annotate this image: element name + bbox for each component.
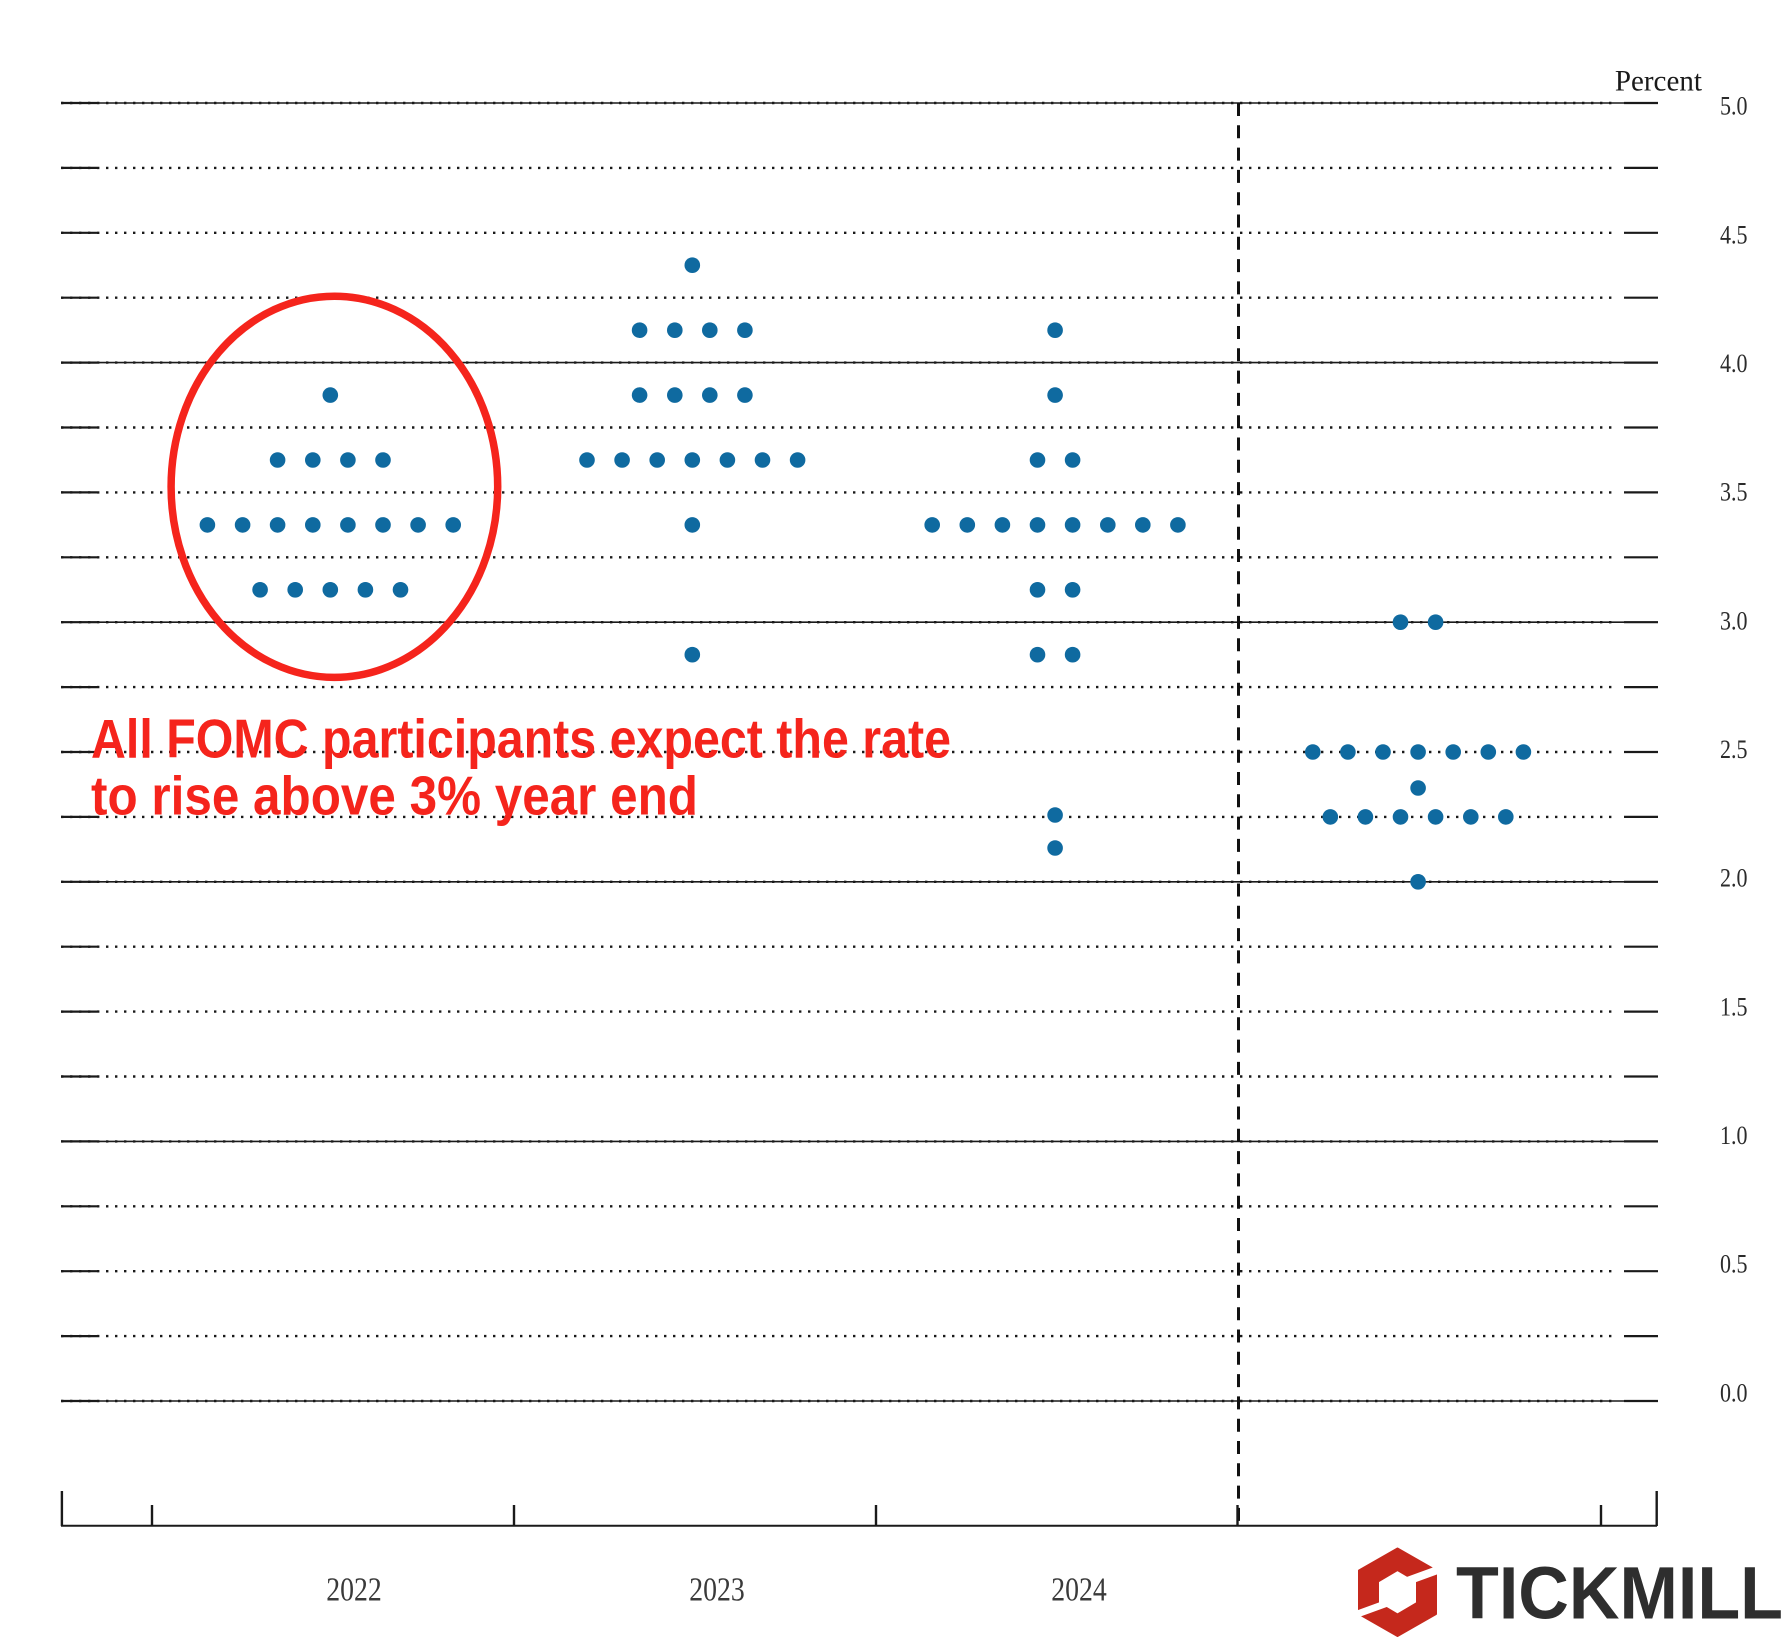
svg-text:0.5: 0.5 — [1720, 1250, 1748, 1279]
svg-text:2.5: 2.5 — [1720, 735, 1748, 764]
svg-text:TICKMILL: TICKMILL — [1456, 1552, 1783, 1635]
svg-text:4.5: 4.5 — [1720, 220, 1748, 249]
svg-text:2024: 2024 — [1051, 1571, 1107, 1608]
svg-text:3.5: 3.5 — [1720, 478, 1748, 507]
svg-text:2.0: 2.0 — [1720, 864, 1748, 893]
svg-text:to rise above 3% year end: to rise above 3% year end — [91, 765, 698, 827]
svg-text:0.0: 0.0 — [1720, 1378, 1748, 1407]
svg-text:All FOMC participants expect t: All FOMC participants expect the rate — [91, 708, 951, 770]
svg-text:1.5: 1.5 — [1720, 992, 1748, 1021]
svg-text:2022: 2022 — [326, 1571, 382, 1608]
svg-text:4.0: 4.0 — [1720, 349, 1748, 378]
svg-text:2023: 2023 — [689, 1571, 745, 1608]
svg-text:3.0: 3.0 — [1720, 606, 1748, 635]
svg-text:Percent: Percent — [1615, 65, 1703, 98]
svg-text:5.0: 5.0 — [1720, 92, 1748, 121]
svg-text:1.0: 1.0 — [1720, 1121, 1748, 1150]
